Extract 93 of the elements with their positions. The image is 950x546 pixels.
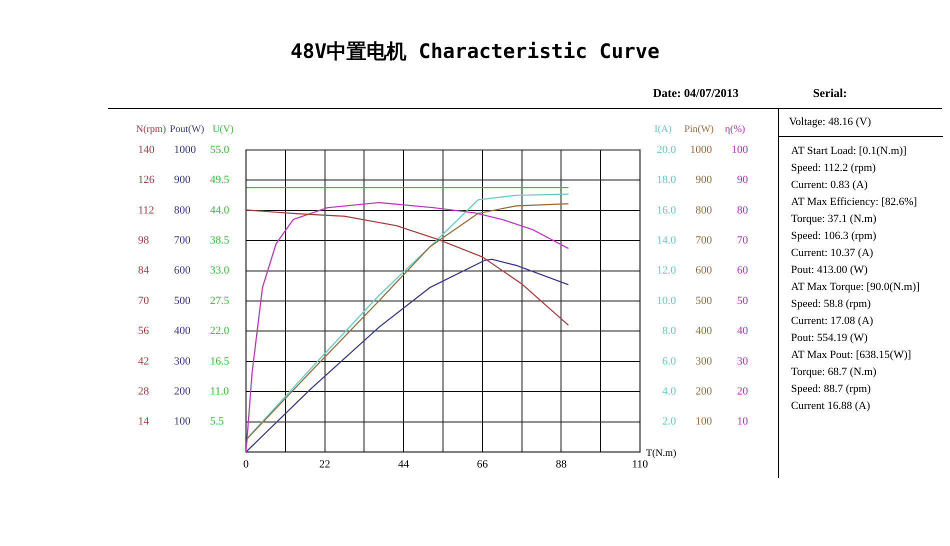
y2-tick-label: 70 <box>737 234 748 246</box>
text: Pout: 554.19 (W) <box>791 331 869 346</box>
text: Speed: 106.3 (rpm) <box>791 229 878 244</box>
y-axis-title: U(V) <box>212 124 234 135</box>
y-tick-label: 11.0 <box>210 385 230 398</box>
y-tick-label: 33.0 <box>210 264 230 277</box>
y-tick-label: 44.0 <box>210 204 230 216</box>
text: Date: 04/07/2013 <box>653 86 739 101</box>
y-tick-label: 42 <box>138 355 149 368</box>
x-tick-label: 66 <box>476 458 488 470</box>
y2-tick-label: 50 <box>737 294 748 307</box>
y-axis-title: Pout(W) <box>170 124 204 135</box>
text: Voltage: 48.16 (V) <box>779 108 943 137</box>
y2-axis-title: Pin(W) <box>684 124 714 135</box>
text: Current: 0.83 (A) <box>791 178 869 193</box>
text: AT Max Pout: [638.15(W)] <box>791 348 912 363</box>
y2-tick-label: 12.0 <box>656 264 676 277</box>
y2-tick-label: 80 <box>737 204 748 216</box>
y-tick-label: 300 <box>174 355 191 368</box>
y2-tick-label: 40 <box>737 325 748 338</box>
text: Current: 10.37 (A) <box>791 246 874 261</box>
y2-tick-label: 90 <box>737 174 748 186</box>
text: Current 16.88 (A) <box>791 399 872 414</box>
x-tick-label: 88 <box>556 458 568 470</box>
y-tick-label: 600 <box>174 264 191 277</box>
y-tick-label: 900 <box>174 174 191 186</box>
y-tick-label: 1000 <box>174 144 196 156</box>
text: Current: 17.08 (A) <box>791 314 874 329</box>
text: Serial: <box>813 86 847 101</box>
y2-tick-label: 4.0 <box>662 385 676 398</box>
y-tick-label: 112 <box>138 204 154 216</box>
text: Speed: 58.8 (rpm) <box>791 297 872 312</box>
x-tick-label: 22 <box>319 458 330 470</box>
y2-tick-label: 60 <box>737 264 748 277</box>
y-tick-label: 28 <box>138 385 150 398</box>
y2-axis-title: I(A) <box>654 124 672 135</box>
y2-tick-label: 100 <box>732 144 748 156</box>
y2-tick-label: 700 <box>696 234 712 246</box>
y2-tick-label: 8.0 <box>662 325 676 338</box>
y2-tick-label: 30 <box>737 355 748 368</box>
y2-tick-label: 1000 <box>690 144 712 156</box>
y-tick-label: 84 <box>138 264 150 277</box>
y2-tick-label: 20 <box>737 385 748 398</box>
y2-axis-title: η(%) <box>724 124 746 135</box>
y-tick-label: 56 <box>138 325 150 338</box>
text: Pout: 413.00 (W) <box>791 263 869 278</box>
y2-tick-label: 900 <box>696 174 712 186</box>
y2-tick-label: 300 <box>696 355 712 368</box>
y2-tick-label: 18.0 <box>656 174 676 186</box>
text: Speed: 112.2 (rpm) <box>791 161 877 176</box>
y-tick-label: 49.5 <box>210 174 230 186</box>
y2-tick-label: 100 <box>696 416 712 428</box>
y-tick-label: 800 <box>174 204 191 216</box>
y-tick-label: 55.0 <box>210 144 230 156</box>
x-tick-label: 44 <box>398 458 410 470</box>
y2-tick-label: 800 <box>696 204 712 216</box>
chart-title: 48V中置电机 Characteristic Curve <box>290 38 660 65</box>
y-tick-label: 27.5 <box>210 294 230 307</box>
y-tick-label: 400 <box>174 325 191 338</box>
text: AT Start Load: [0.1(N.m)] <box>791 144 908 159</box>
x-tick-label: 0 <box>243 458 250 470</box>
text: Torque: 68.7 (N.m) <box>791 365 878 380</box>
y-axis-title: N(rpm) <box>136 124 166 135</box>
y-tick-label: 38.5 <box>210 234 230 246</box>
x-tick-label: 110 <box>632 458 649 470</box>
y2-tick-label: 600 <box>696 264 712 277</box>
y2-tick-label: 6.0 <box>662 355 676 368</box>
text: Speed: 88.7 (rpm) <box>791 382 872 397</box>
y-tick-label: 200 <box>174 385 191 398</box>
y-tick-label: 70 <box>138 294 150 307</box>
x-axis-title: T(N.m) <box>646 448 676 459</box>
y2-tick-label: 200 <box>696 385 712 398</box>
y-tick-label: 140 <box>138 144 155 156</box>
y-tick-label: 98 <box>138 234 150 246</box>
y2-tick-label: 14.0 <box>656 234 676 246</box>
y2-tick-label: 500 <box>696 294 712 307</box>
y-tick-label: 126 <box>138 174 155 186</box>
y-tick-label: 22.0 <box>210 325 230 338</box>
y2-tick-label: 2.0 <box>662 416 676 428</box>
text: AT Max Torque: [90.0(N.m)] <box>791 280 921 295</box>
y-tick-label: 5.5 <box>210 416 224 428</box>
y-tick-label: 700 <box>174 234 191 246</box>
y2-tick-label: 20.0 <box>656 144 676 156</box>
y-tick-label: 14 <box>138 416 150 428</box>
y2-tick-label: 400 <box>696 325 712 338</box>
text: Torque: 37.1 (N.m) <box>791 212 878 227</box>
text: AT Max Efficiency: [82.6%] <box>791 195 918 210</box>
y-tick-label: 100 <box>174 416 191 428</box>
y2-tick-label: 10.0 <box>656 294 676 307</box>
y-tick-label: 16.5 <box>210 355 230 368</box>
y2-tick-label: 10 <box>737 416 748 428</box>
y-tick-label: 500 <box>174 294 191 307</box>
y2-tick-label: 16.0 <box>656 204 676 216</box>
